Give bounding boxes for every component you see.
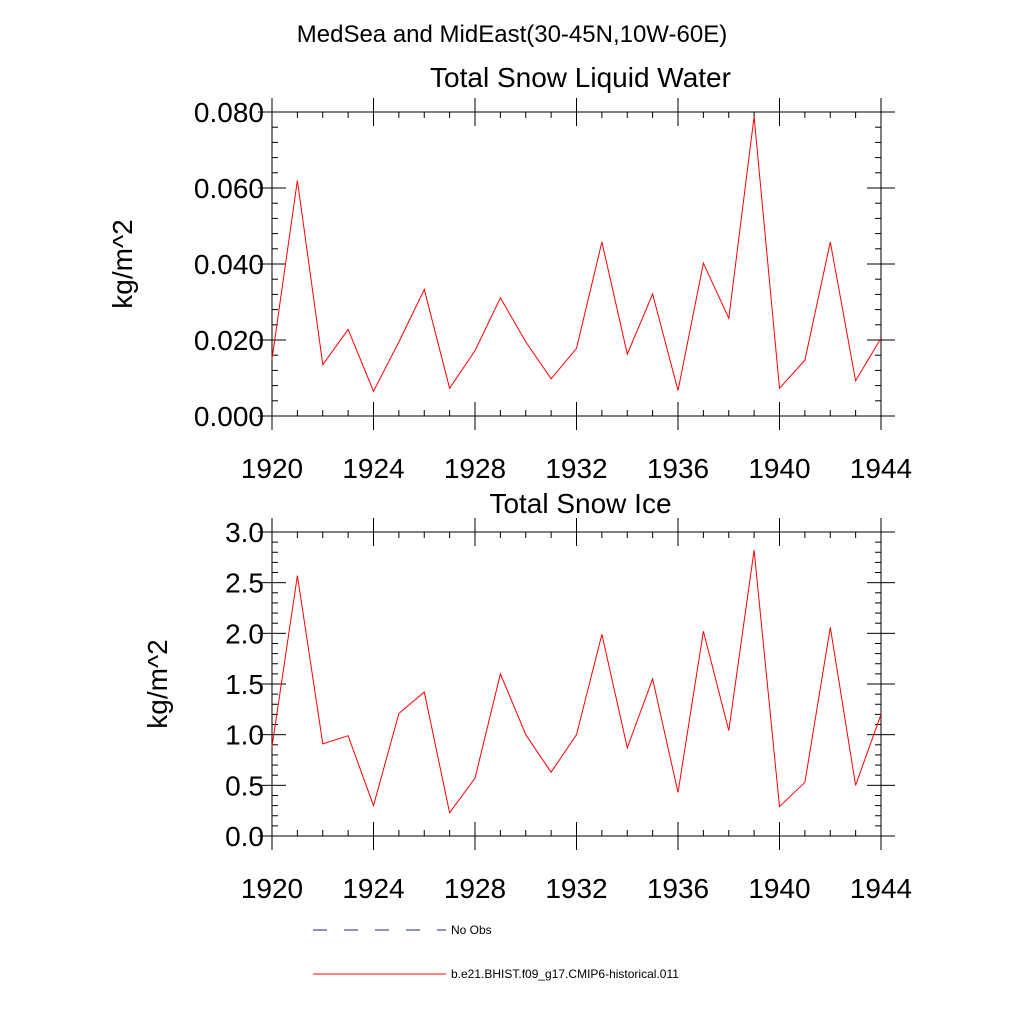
x-tick-label: 1928: [444, 873, 506, 904]
x-tick-label: 1924: [342, 873, 404, 904]
x-tick-label: 1936: [647, 873, 709, 904]
y-tick-label: 0.080: [194, 97, 264, 128]
y-tick-label: 0.020: [194, 325, 264, 356]
y-tick-label: 1.0: [225, 720, 264, 751]
y-tick-label: 3.0: [225, 517, 264, 548]
x-tick-label: 1924: [342, 453, 404, 484]
y-tick-label: 0.060: [194, 173, 264, 204]
y-tick-label: 1.5: [225, 669, 264, 700]
y-tick-label: 0.0: [225, 821, 264, 852]
y-tick-label: 0.040: [194, 249, 264, 280]
x-tick-label: 1944: [850, 873, 912, 904]
legend-label-1: No Obs: [451, 923, 492, 937]
x-tick-label: 1920: [241, 873, 303, 904]
x-tick-label: 1936: [647, 453, 709, 484]
y-tick-label: 2.0: [225, 618, 264, 649]
y-tick-label: 0.000: [194, 401, 264, 432]
plot-frame: [271, 531, 882, 837]
panel-title: Total Snow Ice: [489, 488, 671, 519]
legend: No Obs b.e21.BHIST.f09_g17.CMIP6-historic…: [313, 923, 679, 981]
y-tick-label: 2.5: [225, 568, 264, 599]
plot-frame: [271, 111, 882, 417]
x-tick-label: 1940: [748, 453, 810, 484]
x-tick-label: 1928: [444, 453, 506, 484]
x-tick-label: 1932: [545, 873, 607, 904]
y-axis-label: kg/m^2: [142, 639, 173, 728]
series-line-1: [271, 116, 882, 393]
chart-panel-2: Total Snow Ice kg/m^2 1920 1924 1928 1932 1936…: [142, 488, 912, 904]
panel-title: Total Snow Liquid Water: [430, 62, 731, 93]
series-line-1: [271, 550, 882, 814]
y-axis-label: kg/m^2: [107, 219, 138, 308]
chart-panel-1: Total Snow Liquid Water kg/m^2 1920 1924 192…: [107, 62, 912, 484]
x-tick-label: 1944: [850, 453, 912, 484]
x-tick-label: 1932: [545, 453, 607, 484]
y-tick-label: 0.5: [225, 770, 264, 801]
legend-label-2: b.e21.BHIST.f09_g17.CMIP6-historical.011: [451, 967, 679, 981]
chart-panels: Total Snow Liquid Water kg/m^2 1920 1924 192…: [107, 62, 912, 904]
figure-title: MedSea and MidEast(30-45N,10W-60E): [297, 21, 727, 48]
x-tick-label: 1920: [241, 453, 303, 484]
x-tick-label: 1940: [748, 873, 810, 904]
